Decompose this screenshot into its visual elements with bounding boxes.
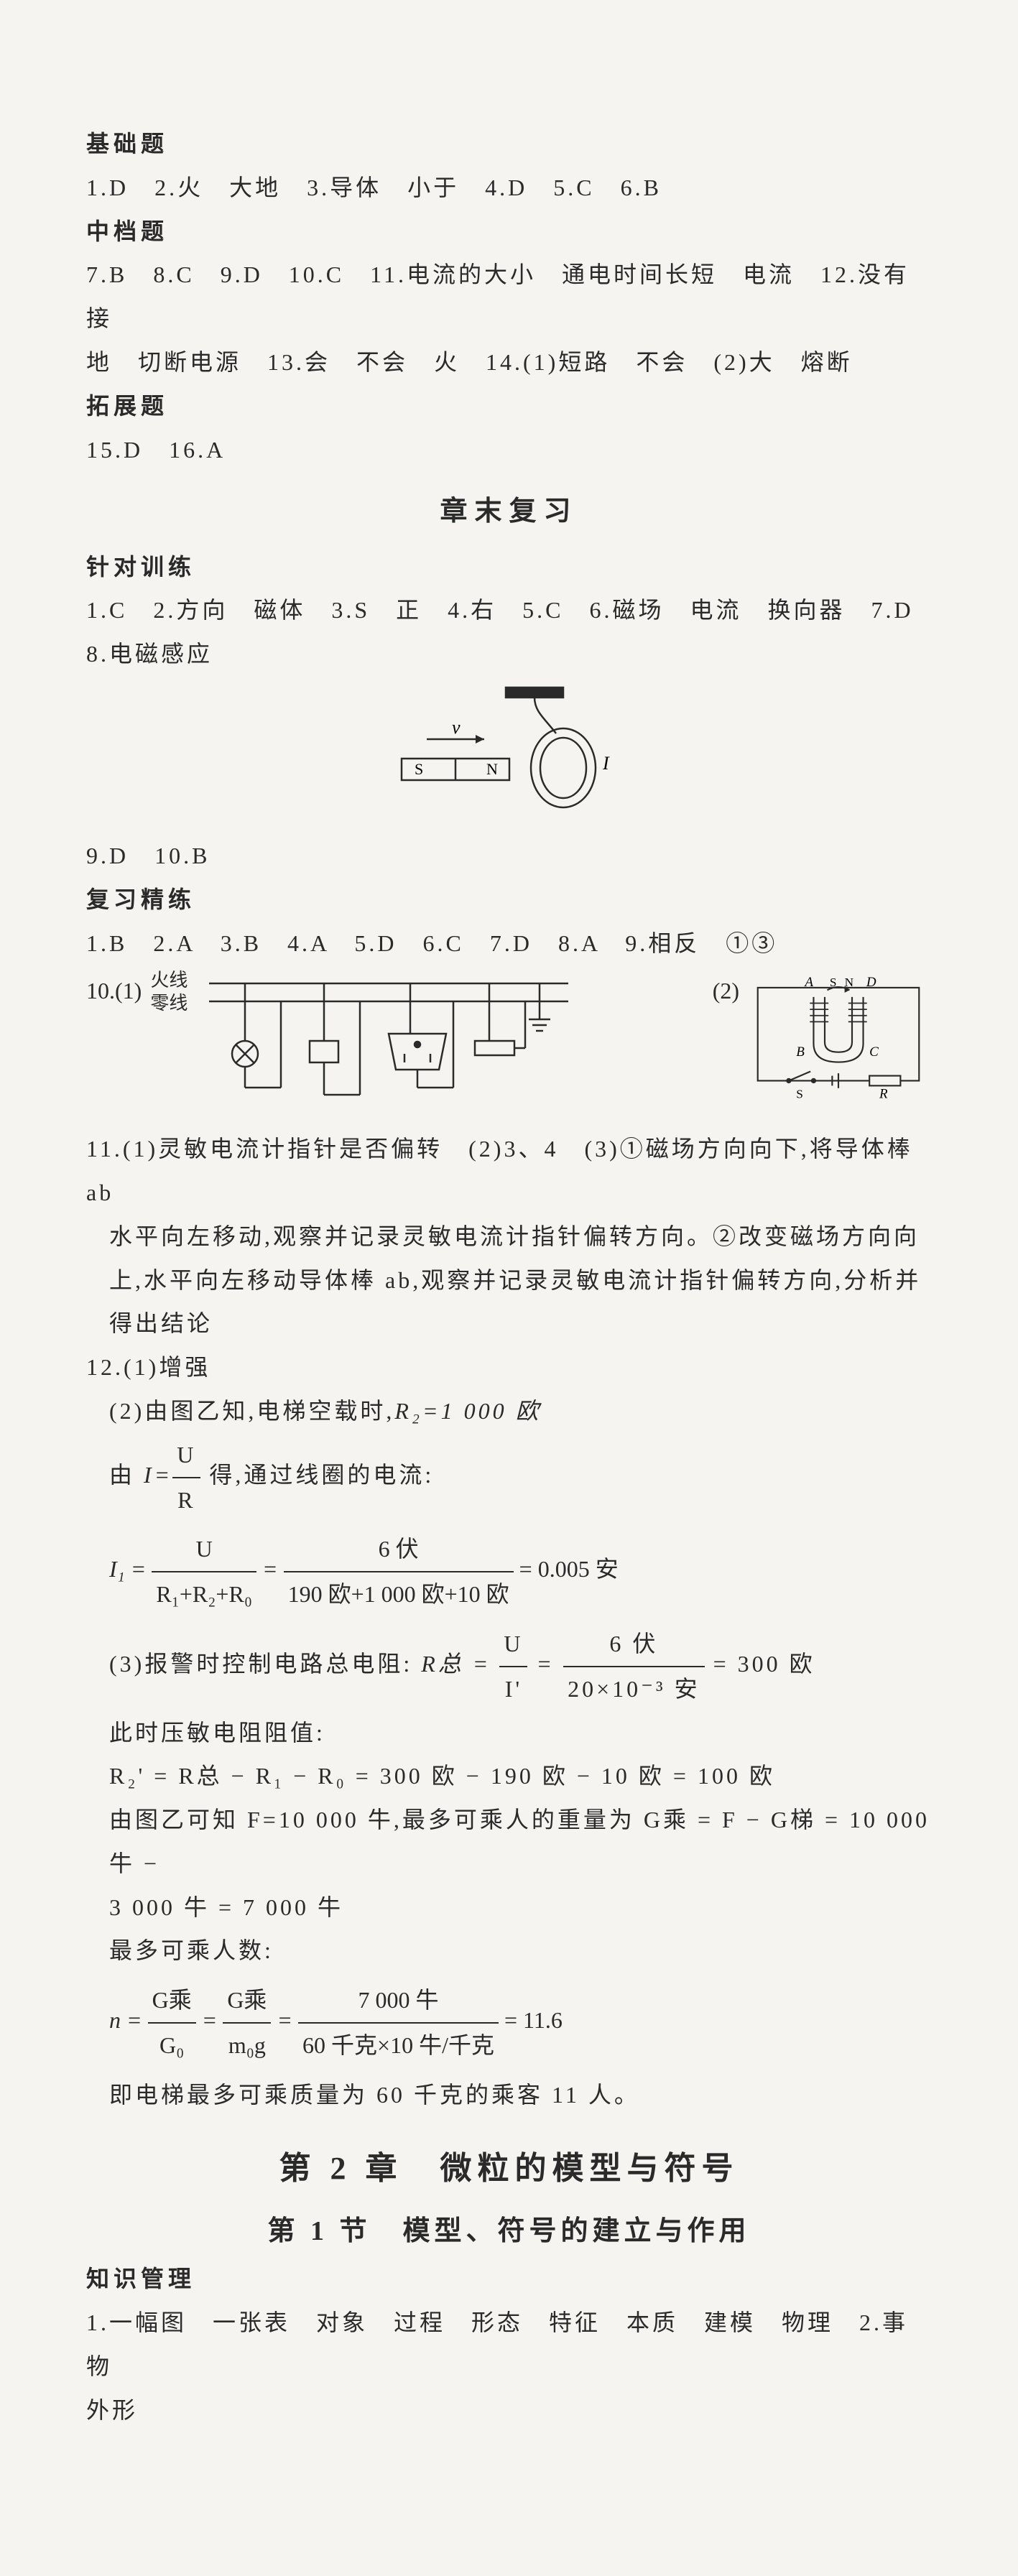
eqN-eq1: = bbox=[202, 2007, 223, 2033]
c2-R: R bbox=[879, 1087, 888, 1102]
eqRz-n1: U bbox=[499, 1622, 527, 1667]
q12-l3-den: R bbox=[172, 1478, 200, 1522]
label-N: N bbox=[486, 760, 498, 778]
q10-svg-right: A D S N B C S R bbox=[745, 969, 932, 1106]
q12-l5: (3)报警时控制电路总电阻: R总 = UI' = 6 伏20×10⁻³ 安 =… bbox=[86, 1622, 932, 1711]
q12-l9: 3 000 牛 = 7 000 牛 bbox=[86, 1886, 932, 1929]
eqI1-n1: U bbox=[152, 1527, 256, 1572]
q11-l1: 11.(1)灵敏电流计指针是否偏转 (2)3、4 (3)①磁场方向向下,将导体棒… bbox=[86, 1127, 932, 1215]
answers-ext: 15.D 16.A bbox=[86, 428, 932, 472]
q11-l2: 水平向左移动,观察并记录灵敏电流计指针偏转方向。②改变磁场方向向 bbox=[86, 1215, 932, 1259]
label-v: v bbox=[452, 717, 461, 738]
section-head-review: 复习精练 bbox=[86, 878, 932, 922]
eqN-eq2: = bbox=[277, 2007, 298, 2033]
neutral-wire-label: 零线 bbox=[150, 992, 188, 1014]
q12-l1: 12.(1)增强 bbox=[86, 1345, 932, 1389]
label-S: S bbox=[415, 760, 423, 778]
q12-l8: 由图乙可知 F=10 000 牛,最多可乘人的重量为 G乘 = F − G梯 =… bbox=[86, 1798, 932, 1886]
hot-wire-label: 火线 bbox=[150, 969, 188, 991]
eqN-d2: m₀g bbox=[223, 2024, 271, 2067]
c2-Nmag: N bbox=[845, 976, 854, 990]
eqN-n3: 7 000 牛 bbox=[298, 1978, 499, 2024]
q12-l3-num: U bbox=[172, 1433, 200, 1478]
q12-l3: 由 I=UR 得,通过线圈的电流: bbox=[86, 1433, 932, 1522]
figure-q8-svg: v S N I bbox=[358, 683, 660, 827]
targeted-l1: 1.C 2.方向 磁体 3.S 正 4.右 5.C 6.磁场 电流 换向器 7.… bbox=[86, 588, 932, 632]
q12-l2b: R₂=1 000 欧 bbox=[394, 1398, 541, 1424]
c2-D: D bbox=[866, 976, 876, 991]
q12-l2a: (2)由图乙知,电梯空载时, bbox=[109, 1398, 394, 1424]
eqI1-d2: 190 欧+1 000 欧+10 欧 bbox=[284, 1572, 514, 1616]
eqRz-d2: 20×10⁻³ 安 bbox=[563, 1667, 705, 1711]
c2-A: A bbox=[803, 976, 813, 991]
c2-C: C bbox=[869, 1044, 879, 1060]
q10-right: (2) bbox=[713, 969, 932, 1106]
eq-I1: I₁ = UR₁+R₂+R₀ = 6 伏190 欧+1 000 欧+10 欧 =… bbox=[86, 1527, 932, 1616]
eqN-d1: G₀ bbox=[148, 2024, 196, 2067]
eqN-rhs: = 11.6 bbox=[504, 2007, 563, 2033]
q12-l3b: 得,通过线圈的电流: bbox=[209, 1462, 434, 1488]
figure-q8: v S N I bbox=[86, 683, 932, 827]
answers-mid-l1: 7.B 8.C 9.D 10.C 11.电流的大小 通电时间长短 电流 12.没… bbox=[86, 253, 932, 340]
q10-label-left: 10.(1) 火线 零线 bbox=[86, 969, 188, 1014]
eqI1-n2: 6 伏 bbox=[284, 1527, 514, 1572]
section-head-mid: 中档题 bbox=[86, 210, 932, 254]
q12-l6: 此时压敏电阻阻值: bbox=[86, 1711, 932, 1755]
c2-Ssw: S bbox=[796, 1088, 803, 1101]
section-head-ext: 拓展题 bbox=[86, 384, 932, 428]
chapter2-title: 第 2 章 微粒的模型与符号 bbox=[86, 2139, 932, 2199]
eqI1-d1: R₁+R₂+R₀ bbox=[152, 1572, 256, 1616]
review-l1: 1.B 2.A 3.B 4.A 5.D 6.C 7.D 8.A 9.相反 ①③ bbox=[86, 922, 932, 965]
q12-l2: (2)由图乙知,电梯空载时,R₂=1 000 欧 bbox=[86, 1389, 932, 1433]
q12-l5a: (3)报警时控制电路总电阻: bbox=[109, 1651, 412, 1677]
q12-l3-lhs: I= bbox=[144, 1462, 172, 1488]
q12-l12: 即电梯最多可乘质量为 60 千克的乘客 11 人。 bbox=[86, 2073, 932, 2117]
q10-row: 10.(1) 火线 零线 bbox=[86, 969, 932, 1127]
targeted-l3: 9.D 10.B bbox=[86, 834, 932, 878]
eqI1-rhs: = 0.005 安 bbox=[519, 1556, 619, 1582]
q12-l3a: 由 bbox=[109, 1462, 144, 1488]
q10-svg-left bbox=[202, 969, 575, 1113]
eqN-d3: 60 千克×10 牛/千克 bbox=[298, 2024, 499, 2067]
q12-l7: R₂' = R总 − R₁ − R₀ = 300 欧 − 190 欧 − 10 … bbox=[86, 1754, 932, 1798]
eqI1-lhs: I₁ = bbox=[109, 1556, 152, 1582]
eqN-lhs: n = bbox=[109, 2007, 148, 2033]
eqRz-n2: 6 伏 bbox=[563, 1622, 705, 1667]
eqN-n1: G乘 bbox=[148, 1978, 196, 2024]
q10-label-right: (2) bbox=[713, 978, 739, 1004]
eqRz-eq1: = bbox=[536, 1651, 563, 1677]
eqRz-lhs: R总 = bbox=[421, 1651, 499, 1677]
section1-title: 第 1 节 模型、符号的建立与作用 bbox=[86, 2205, 932, 2257]
chapter-title: 章末复习 bbox=[86, 486, 932, 537]
section-head-basic: 基础题 bbox=[86, 122, 932, 166]
q12-l10: 最多可乘人数: bbox=[86, 1929, 932, 1973]
page: 基础题 1.D 2.火 大地 3.导体 小于 4.D 5.C 6.B 中档题 7… bbox=[86, 122, 932, 2432]
q11-l4: 得出结论 bbox=[86, 1302, 932, 1345]
section-head-targeted: 针对训练 bbox=[86, 545, 932, 589]
targeted-l2: 8.电磁感应 bbox=[86, 632, 932, 676]
q10-figure-left bbox=[202, 969, 698, 1127]
q10-num: 10.(1) bbox=[86, 978, 142, 1004]
answers-basic: 1.D 2.火 大地 3.导体 小于 4.D 5.C 6.B bbox=[86, 166, 932, 210]
c2-Smag: S bbox=[830, 976, 837, 990]
c2-B: B bbox=[796, 1044, 805, 1060]
section-head-knowledge: 知识管理 bbox=[86, 2257, 932, 2301]
eqRz-d1: I' bbox=[499, 1667, 527, 1711]
eqN-n2: G乘 bbox=[223, 1978, 271, 2024]
knowledge-l2: 外形 bbox=[86, 2389, 932, 2432]
eqI1-eq1: = bbox=[262, 1556, 284, 1582]
label-I: I bbox=[602, 753, 610, 774]
knowledge-l1: 1.一幅图 一张表 对象 过程 形态 特征 本质 建模 物理 2.事物 bbox=[86, 2301, 932, 2389]
q11-l3: 上,水平向左移动导体棒 ab,观察并记录灵敏电流计指针偏转方向,分析并 bbox=[86, 1259, 932, 1302]
answers-mid-l2: 地 切断电源 13.会 不会 火 14.(1)短路 不会 (2)大 熔断 bbox=[86, 340, 932, 384]
eqRz-rhs: = 300 欧 bbox=[713, 1651, 815, 1677]
eq-n: n = G乘G₀ = G乘m₀g = 7 000 牛60 千克×10 牛/千克 … bbox=[86, 1978, 932, 2067]
